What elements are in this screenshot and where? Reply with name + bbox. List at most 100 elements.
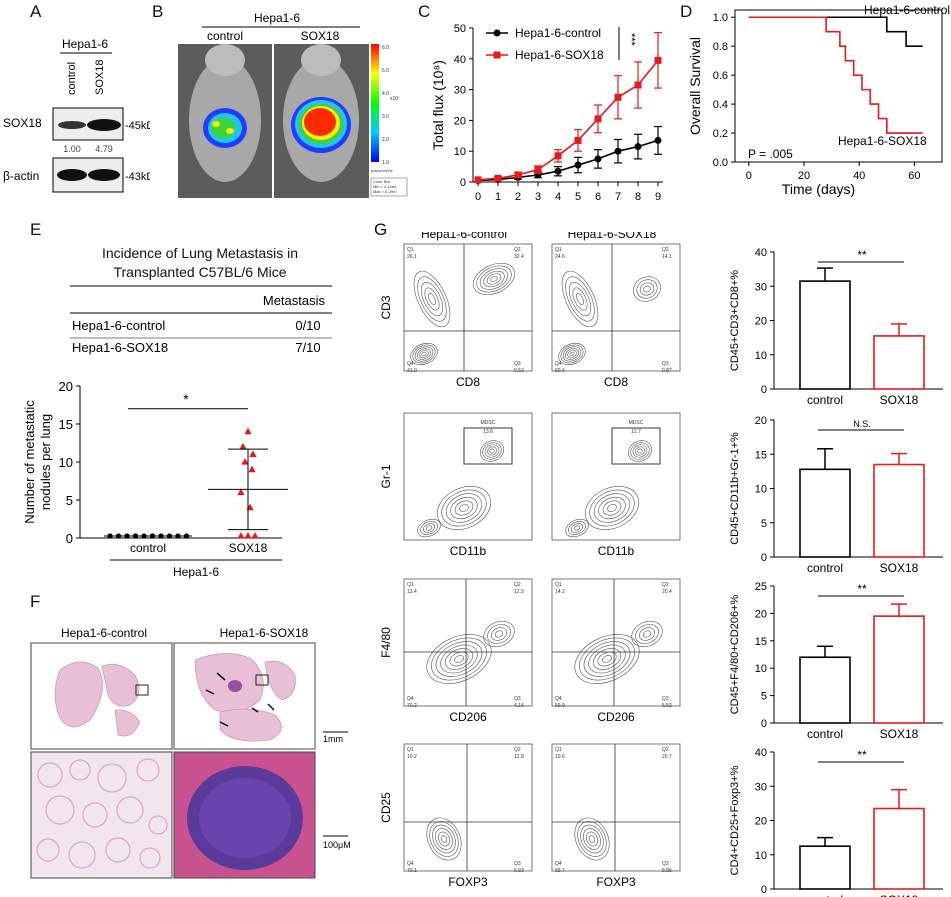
y-tick-label: 0.0 [713,157,728,169]
y-tick-label: 20 [755,608,767,620]
quadrant-name: Q2 [514,247,521,253]
data-point [494,174,502,182]
panel-label-e: E [30,220,42,239]
blot-group-label: Hepa1-6 [62,37,108,51]
data-point [614,147,622,155]
y-tick-label: 10 [755,484,767,496]
x-category-label: SOX18 [229,541,268,555]
legend: Hepa1-6-control Hepa1-6-SOX18 [486,26,604,62]
blot-row-sox18-label: SOX18 [3,116,42,130]
y-tick-label: 0.2 [713,128,728,140]
y-axis-label: Overall Survival [687,37,703,135]
tumor-signal-sox18 [291,97,351,153]
x-tick-label: 0 [475,191,481,203]
tumor-growth-chart: 0 10 20 30 40 50 0 1 2 3 4 5 6 7 8 9 Total flux (10⁸) Hep… [430,23,663,203]
y-tick-label: 10 [755,850,767,862]
bar-control [799,280,851,390]
y-tick-label: 5 [66,493,73,508]
series-control [474,125,662,184]
flow-cytometry-panel: Hepa1-6-control Hepa1-6-SOX18CD3Q126.1Q23… [379,232,681,889]
y-axis-label-1: Number of metastatic [22,400,37,524]
bar-SOX18 [873,615,925,724]
x-tick-label: 60 [908,170,920,182]
flow-x-label: FOXP3 [448,875,488,889]
color-scale-ticks: 6.0 5.0 4.0 3.0 2.0 1.0 [382,45,389,166]
quadrant-value: 70.1 [407,868,417,874]
lung-zoom-control [30,751,173,879]
data-point [614,93,622,101]
y-tick-label: 0 [761,384,767,396]
flow-plot: MDSC 12.7 [551,412,681,541]
panel-label-g: G [374,220,388,239]
y-tick-label: 1.0 [713,12,728,24]
data-point-sox18 [251,532,259,539]
flow-col-title-control: Hepa1-6-control [421,232,507,241]
svg-text:5.0: 5.0 [382,68,389,74]
bar-SOX18 [873,807,925,890]
blot-band-sox18 [87,119,121,131]
blot-row-actin-label: β-actin [3,169,39,183]
x-category-label: SOX18 [880,393,919,407]
y-tick-label: 0.6 [713,70,728,82]
x-category-label: control [130,541,166,555]
survival-curve-control [748,16,923,47]
y-tick-label: 0 [761,552,767,564]
quadrant-value: 10.2 [407,754,417,760]
quadrant-name: Q1 [555,247,562,253]
gate-value: 13.6 [483,429,493,435]
quadrant-name: Q1 [407,582,414,588]
data-point [574,136,582,144]
gate-name: MDSC [629,420,644,426]
blot-marker-43: -43kD [125,171,150,183]
blot-lane-control: control [66,62,78,95]
data-point [474,176,482,184]
data-point-sox18 [248,465,256,473]
data-point [654,56,662,64]
western-blot-panel: Hepa1-6 control SOX18 SOX18 -45kD 1.00 4… [3,37,150,193]
x-tick-label: 20 [798,170,810,182]
quadrant-name: Q2 [514,747,521,753]
y-tick-label: 10 [59,455,73,470]
y-tick-label: 10 [755,350,767,362]
significance-label: *** [625,33,637,47]
blot-band-control [58,121,86,129]
quadrant-name: Q1 [555,582,562,588]
table-row-sox18-name: Hepa1-6-SOX18 [72,340,168,355]
y-tick-label: 10 [755,663,767,675]
flow-x-label: CD206 [597,710,635,724]
x-tick-label: 6 [595,191,601,203]
data-point-sox18 [239,442,247,450]
quadrant-value: 10.6 [555,754,565,760]
quadrant-name: Q4 [407,861,414,867]
y-axis-label: CD45+CD11b+Gr-1+% [729,432,741,545]
quadrant-name: Q1 [407,247,414,253]
x-tick-label: 1 [495,191,501,203]
color-scale-bar [371,44,379,162]
bar-control [799,656,851,724]
data-point [534,166,542,174]
x-category-label: control [807,727,843,741]
metastasis-table-grid: Metastasis Hepa1-6-control 0/10 Hepa1-6-… [70,285,332,355]
svg-text:Min = 2.12e6: Min = 2.12e6 [373,184,397,189]
y-tick-label: 5 [761,518,767,530]
color-bar-legend [370,177,408,197]
blot-band-actin-sox18 [88,169,120,181]
gate-name: MDSC [481,420,496,426]
table-title-line2: Transplanted C57BL/6 Mice [113,264,287,280]
legend-label: Hepa1-6-control [515,26,601,40]
data-point [574,161,582,169]
quadrant-name: Q3 [662,361,669,367]
data-point [594,155,602,163]
y-tick-label: 30 [755,781,767,793]
y-tick-label: 0 [460,177,466,189]
flow-x-label: CD8 [456,375,480,389]
data-point-sox18 [244,532,252,539]
table-row-control-name: Hepa1-6-control [72,318,165,333]
bar-control [799,468,851,558]
flow-x-label: CD206 [449,710,487,724]
y-tick-label: 20 [755,316,767,328]
x-group-label: Hepa1-6 [173,565,219,579]
quadrant-value: 32.4 [514,254,524,260]
quadrant-value: 60.4 [555,368,565,374]
